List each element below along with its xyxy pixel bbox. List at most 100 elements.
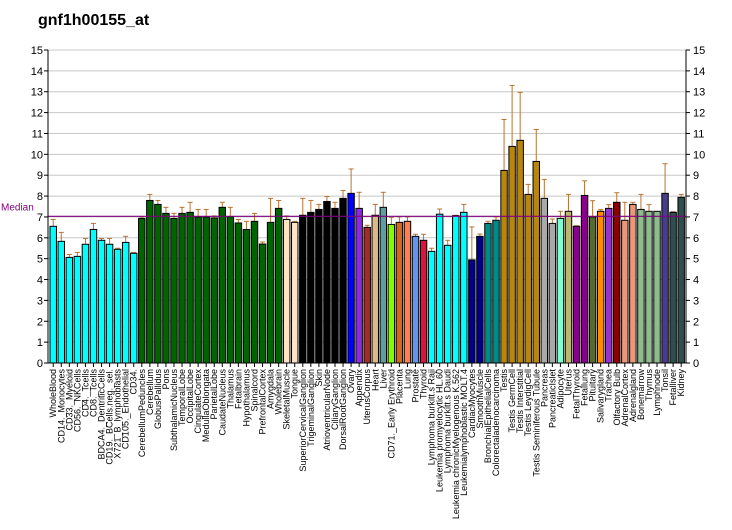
bar [105,243,114,364]
y-tick-label-right: 13 [693,87,705,99]
x-tick-label: SuperiorCervicalGanglion [298,369,308,472]
bar [194,216,202,364]
bar [242,228,251,364]
y-tick-label-left: 13 [31,87,43,99]
bar [89,228,98,364]
bar [492,219,500,364]
y-tick-label-right: 9 [693,170,699,182]
bar [65,256,74,364]
bar [170,217,178,364]
x-tick-label: CD8._Tcells [88,369,98,418]
y-tick-label-left: 14 [31,66,43,78]
x-tick-label: Fetalbrain [233,369,243,409]
bar [138,217,146,364]
x-tick-label: Kidney [676,369,686,397]
bar [452,215,460,364]
bar [403,220,412,364]
x-tick-label: CD34. [129,369,139,395]
x-tick-label: Trachea [604,369,614,402]
y-tick-label-left: 2 [37,316,43,328]
x-tick-label: SkeletalMuscle [282,369,292,430]
bar [186,211,194,364]
bar [323,200,331,364]
x-tick-label: X721_B_lymphoblasts [113,369,123,459]
x-tick-label: BronchialEpithelialCells [483,369,493,464]
x-tick-label: Thalamus [225,369,235,409]
x-tick-label: Fetallung [580,369,590,406]
x-tick-label: Ovary [346,369,356,394]
bar [604,207,613,364]
x-tick-label: Pons [161,369,171,390]
y-tick-label-left: 5 [37,254,43,266]
x-tick-label: Lung [402,369,412,389]
x-tick-label: Heart [370,369,380,392]
x-tick-label: SmoothMuscle [475,369,485,429]
x-tick-label: FetalThyroid [572,369,582,419]
bar [661,192,669,364]
bar [564,210,573,364]
x-tick-label: CaudateNucleus [217,369,227,436]
bar [435,213,444,364]
bar [202,216,210,364]
x-tick-label: Skin [314,369,324,387]
bar [572,225,581,364]
bar [282,218,291,364]
bar [178,212,186,364]
y-tick-label-left: 7 [37,212,43,224]
x-tick-label: Testis GermCell [507,369,517,433]
bar [81,243,90,364]
x-tick-label: CardiacMyocytes [467,369,477,439]
bar [331,207,339,364]
bar [299,214,307,364]
x-tick-label: Leukemia chronicMyelogenous K.562 [451,369,461,519]
bar [548,222,557,364]
bar [97,239,106,364]
x-tick-label: TrigeminalGanglion [306,369,316,447]
x-tick-label: WholeBlood [48,369,58,418]
x-tick-label: Tongue [290,369,300,399]
y-tick-label-right: 3 [693,295,699,307]
bar [468,259,476,364]
y-tick-label-left: 11 [32,128,43,140]
x-tick-label: Testis Seminiferous Tubule [531,369,541,477]
x-tick-label: Adrenalgland [628,369,638,422]
y-tick-label-right: 12 [693,108,705,120]
bar [250,220,259,364]
bar [162,212,170,364]
bar [556,217,565,364]
x-tick-label: AtrioventricularNode [322,369,332,451]
bar [427,250,436,364]
x-tick-label: AdrenalCortex [620,369,630,427]
chart-title: gnf1h00155_at [38,12,150,29]
bar [315,208,323,364]
bar [266,221,275,364]
bar [621,219,629,364]
y-tick-label-left: 9 [37,170,43,182]
y-tick-label-left: 12 [31,108,43,120]
bar [210,217,218,364]
x-tick-label: Testis LeydigCell [523,369,533,437]
y-tick-label-right: 10 [693,149,705,161]
y-tick-label-left: 3 [37,295,43,307]
y-tick-label-right: 0 [693,358,699,370]
x-tick-label: Testis Interstitial [515,369,525,433]
x-tick-label: Amygdala [266,369,276,409]
x-tick-label: TemporalLobe [177,369,187,426]
x-tick-label: Tonsil [660,369,670,392]
bar [355,207,363,364]
x-tick-label: MedullaOblongata [201,369,211,442]
y-tick-label-left: 0 [37,358,43,370]
x-tick-label: CerebellumPeduncles [137,369,147,458]
x-tick-label: Spinalcord [249,369,259,412]
bar [516,139,524,364]
x-tick-label: Leukemialymphoblastic MOLT.4 [459,369,469,496]
x-tick-label: Pituitary [588,369,598,402]
y-tick-label-right: 1 [693,337,699,349]
y-tick-label-left: 15 [31,45,43,57]
bar [419,239,428,364]
x-tick-label: OccipitalLobe [185,369,195,424]
bar [669,211,677,364]
x-tick-label: Uterus [563,369,573,396]
x-tick-label: Hypothalamus [241,369,251,427]
